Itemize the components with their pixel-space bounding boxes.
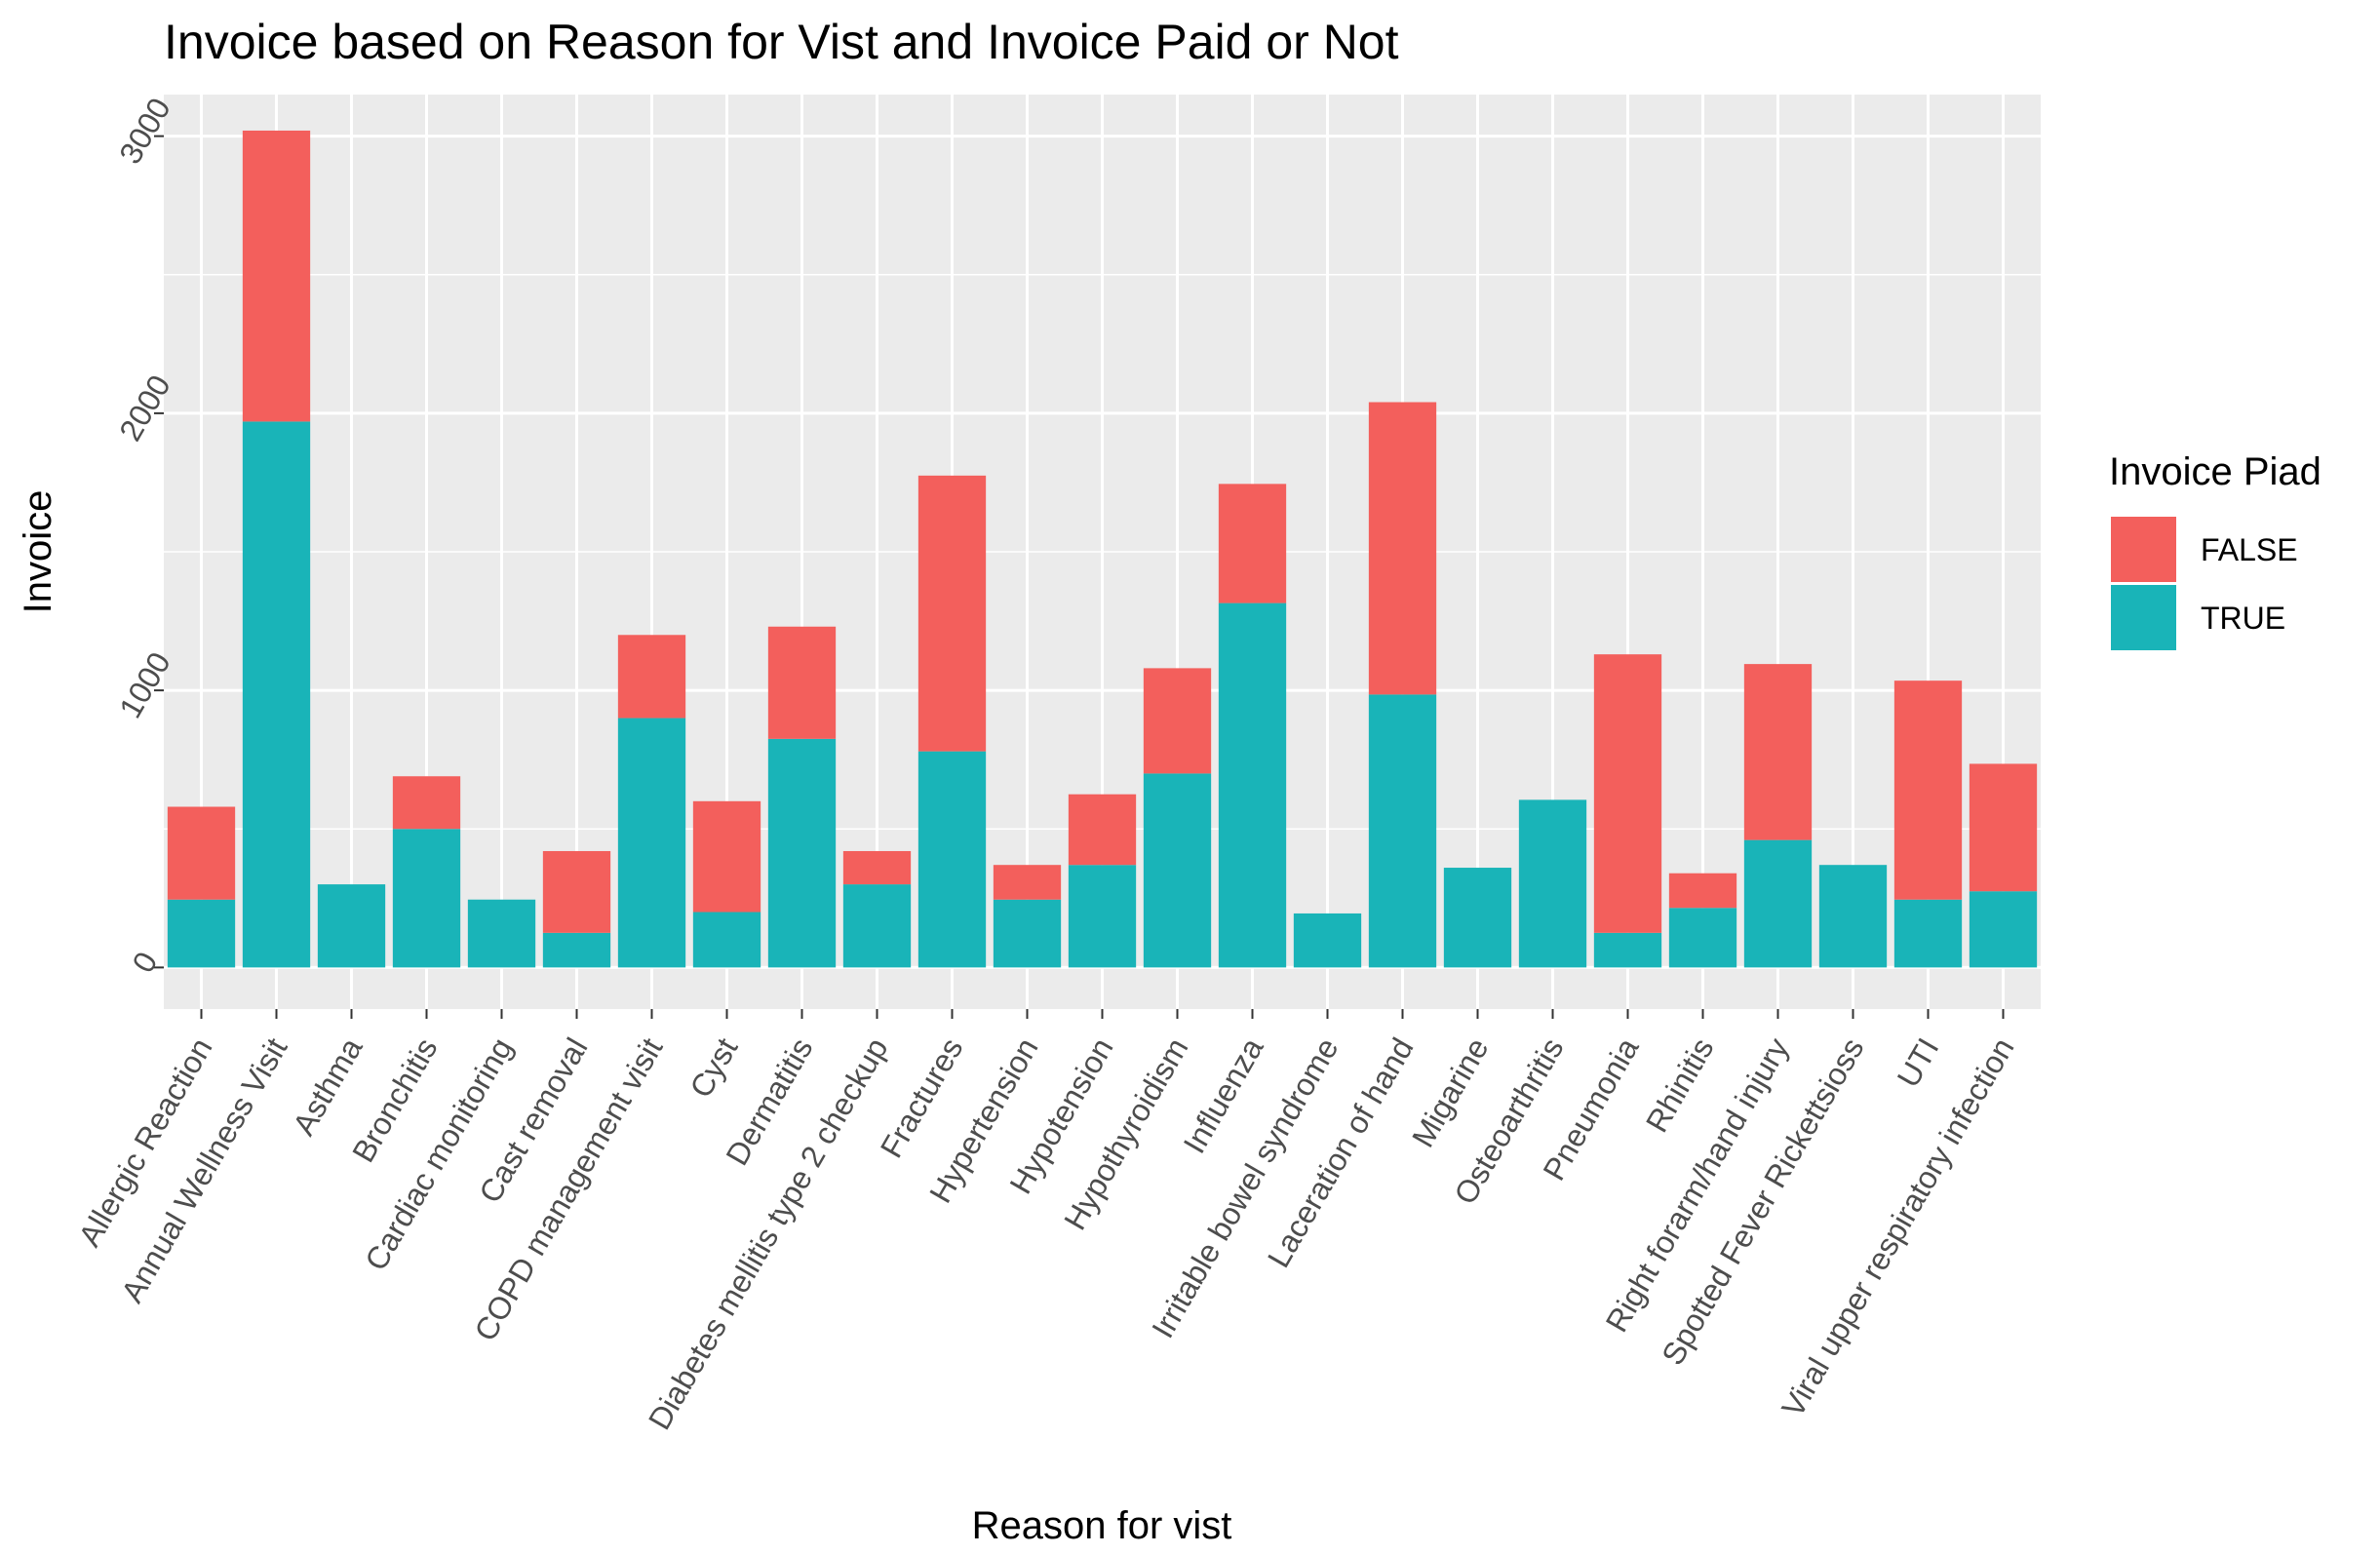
bar-true: [1218, 603, 1287, 968]
legend-label-false: FALSE: [2201, 532, 2298, 567]
bar-true: [767, 738, 837, 968]
legend-title: Invoice Piad: [2109, 450, 2321, 493]
bar-false: [1218, 484, 1287, 603]
bar-true: [167, 899, 236, 968]
bar-true: [1293, 913, 1362, 968]
bar-true: [692, 912, 761, 968]
bar-false: [167, 806, 236, 900]
bar-false: [917, 475, 987, 752]
bar-false: [1969, 763, 2038, 892]
bar-true: [1743, 839, 1813, 968]
y-axis-title: Invoice: [17, 490, 59, 614]
x-axis-title: Reason for vist: [972, 1504, 1232, 1547]
bar-true: [467, 899, 536, 968]
bar-false: [242, 130, 311, 422]
bar-true: [1518, 799, 1587, 968]
legend-label-true: TRUE: [2201, 601, 2285, 636]
bar-true: [917, 751, 987, 968]
legend-swatch-false: [2111, 517, 2176, 582]
bar-false: [767, 626, 837, 739]
bar-true: [1368, 694, 1437, 968]
bar-true: [1818, 865, 1888, 968]
legend: Invoice Piad FALSE TRUE: [2109, 450, 2321, 650]
bar-false: [392, 776, 461, 830]
bar-false: [692, 800, 761, 913]
bar-false: [1743, 664, 1813, 840]
bar-false: [842, 850, 912, 885]
bar-true: [317, 884, 386, 968]
bar-false: [542, 850, 611, 933]
bar-false: [1068, 794, 1137, 866]
bar-true: [1668, 908, 1737, 968]
bar-false: [1143, 668, 1212, 774]
bar-true: [542, 932, 611, 968]
bar-true: [1893, 899, 1963, 968]
bar-false: [993, 865, 1062, 900]
legend-swatch-true: [2111, 585, 2176, 650]
bar-true: [1068, 865, 1137, 968]
bar-false: [1668, 873, 1737, 909]
bar-true: [242, 421, 311, 968]
bar-false: [1893, 680, 1963, 900]
bar-true: [1143, 773, 1212, 968]
bar-true: [392, 829, 461, 968]
bar-true: [1443, 868, 1512, 968]
bar-true: [1593, 932, 1662, 968]
bar-true: [617, 718, 686, 968]
bar-true: [842, 884, 912, 968]
bars: [167, 130, 2038, 968]
bar-true: [1969, 891, 2038, 968]
bar-false: [617, 635, 686, 719]
bar-true: [993, 899, 1062, 968]
bar-false: [1368, 402, 1437, 695]
bar-false: [1593, 654, 1662, 933]
chart-title: Invoice based on Reason for Vist and Inv…: [164, 15, 1399, 69]
